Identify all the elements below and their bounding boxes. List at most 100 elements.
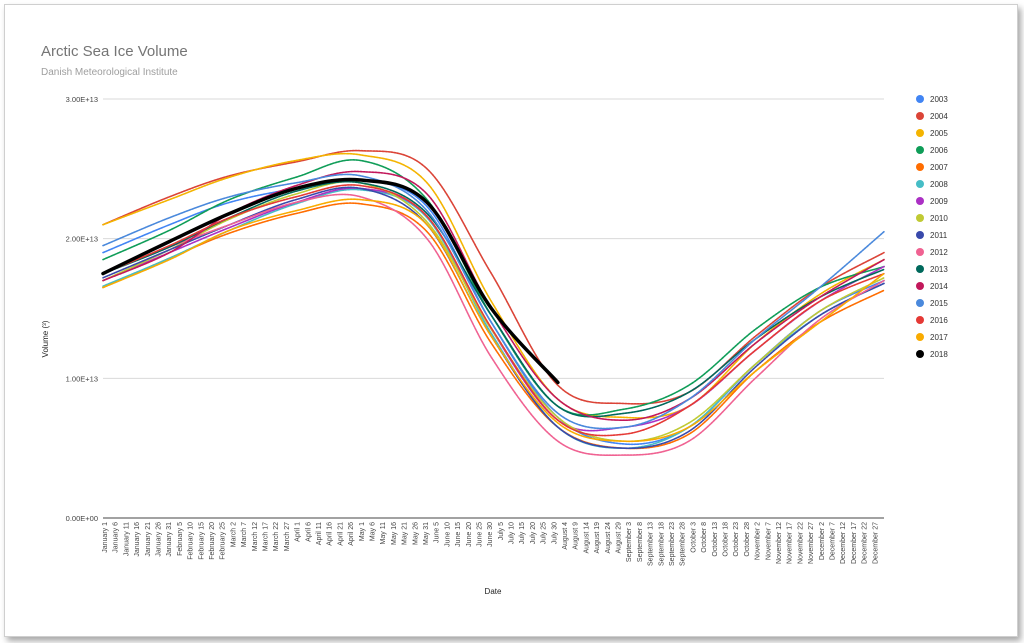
legend-label: 2017 bbox=[930, 333, 948, 342]
series-line-2018 bbox=[101, 177, 560, 385]
x-tick-label: January 16 bbox=[134, 522, 141, 557]
x-tick-label: October 8 bbox=[701, 522, 708, 553]
x-tick-label: March 22 bbox=[273, 522, 280, 551]
x-tick-label: September 18 bbox=[658, 522, 665, 566]
legend-label: 2015 bbox=[930, 299, 948, 308]
x-tick-label: August 29 bbox=[616, 522, 623, 554]
legend-marker bbox=[916, 95, 924, 103]
grid-lines bbox=[103, 98, 884, 519]
x-tick-label: December 7 bbox=[830, 522, 837, 560]
legend-marker bbox=[916, 180, 924, 188]
x-tick-label: March 17 bbox=[263, 522, 270, 551]
x-tick-label: March 27 bbox=[284, 522, 291, 551]
x-tick-label: June 15 bbox=[455, 522, 462, 547]
legend-marker bbox=[916, 146, 924, 154]
y-tick-label: 0.00E+00 bbox=[66, 514, 98, 523]
x-tick-label: December 22 bbox=[862, 522, 869, 564]
x-tick-label: January 31 bbox=[166, 522, 173, 557]
chart-frame: Arctic Sea Ice Volume Danish Meteorologi… bbox=[4, 4, 1018, 637]
x-tick-label: May 1 bbox=[359, 522, 366, 541]
x-tick-label: June 20 bbox=[466, 522, 473, 547]
series-line-2015 bbox=[102, 173, 885, 430]
x-tick-label: December 17 bbox=[851, 522, 858, 564]
legend-marker bbox=[916, 231, 924, 239]
x-tick-label: December 27 bbox=[872, 522, 879, 564]
y-axis-label: Volume (³) bbox=[41, 320, 50, 357]
legend-marker bbox=[916, 248, 924, 256]
x-tick-label: July 30 bbox=[551, 522, 558, 544]
legend-marker bbox=[916, 299, 924, 307]
x-tick-label: February 5 bbox=[177, 522, 184, 556]
x-tick-label: February 15 bbox=[198, 522, 205, 560]
legend: 2003 2004 2005 2006 2007 2008 2009 2010 2011 2012… bbox=[916, 95, 948, 359]
x-tick-label: September 23 bbox=[669, 522, 676, 566]
legend-label: 2014 bbox=[930, 282, 948, 291]
x-tick-label: December 12 bbox=[840, 522, 847, 564]
legend-marker bbox=[916, 163, 924, 171]
x-tick-label: January 21 bbox=[145, 522, 152, 557]
x-tick-label: June 30 bbox=[487, 522, 494, 547]
legend-marker bbox=[916, 265, 924, 273]
legend-label: 2008 bbox=[930, 180, 948, 189]
legend-marker bbox=[916, 129, 924, 137]
legend-label: 2004 bbox=[930, 112, 948, 121]
legend-label: 2009 bbox=[930, 197, 948, 206]
x-tick-label: March 12 bbox=[252, 522, 259, 551]
x-tick-label: July 15 bbox=[519, 522, 526, 544]
legend-label: 2003 bbox=[930, 95, 948, 104]
x-tick-label: April 6 bbox=[305, 522, 312, 542]
x-tick-label: November 12 bbox=[776, 522, 783, 564]
legend-label: 2005 bbox=[930, 129, 948, 138]
series-line-2004 bbox=[102, 149, 885, 405]
x-tick-label: October 28 bbox=[744, 522, 751, 557]
series-lines bbox=[101, 149, 885, 457]
x-axis-label: Date bbox=[485, 587, 502, 596]
x-tick-label: January 1 bbox=[102, 522, 109, 553]
y-tick-label: 1.00E+13 bbox=[66, 374, 98, 383]
x-tick-label: November 22 bbox=[797, 522, 804, 564]
x-tick-label: October 18 bbox=[723, 522, 730, 557]
x-tick-label: March 7 bbox=[241, 522, 248, 547]
x-tick-label: May 26 bbox=[412, 522, 419, 545]
x-tick-label: September 8 bbox=[637, 522, 644, 562]
x-tick-label: August 24 bbox=[605, 522, 612, 554]
x-tick-label: May 6 bbox=[370, 522, 377, 541]
x-tick-label: June 10 bbox=[444, 522, 451, 547]
y-tick-labels: 0.00E+00 1.00E+13 2.00E+13 3.00E+13 bbox=[66, 95, 98, 523]
x-tick-label: November 2 bbox=[755, 522, 762, 560]
legend-marker bbox=[916, 316, 924, 324]
x-tick-label: November 27 bbox=[808, 522, 815, 564]
x-tick-label: January 6 bbox=[113, 522, 120, 553]
x-tick-label: October 3 bbox=[690, 522, 697, 553]
series-line-2014 bbox=[102, 170, 885, 422]
legend-marker bbox=[916, 197, 924, 205]
x-tick-label: December 2 bbox=[819, 522, 826, 560]
x-tick-label: April 26 bbox=[348, 522, 355, 546]
series-line-2006 bbox=[102, 159, 885, 416]
x-tick-label: April 11 bbox=[316, 522, 323, 545]
x-tick-label: June 5 bbox=[434, 522, 441, 543]
legend-label: 2006 bbox=[930, 146, 948, 155]
series-line-2016 bbox=[102, 184, 885, 437]
x-tick-label: July 25 bbox=[541, 522, 548, 544]
y-tick-label: 2.00E+13 bbox=[66, 235, 98, 244]
legend-label: 2016 bbox=[930, 316, 948, 325]
x-tick-label: August 14 bbox=[583, 522, 590, 554]
x-tick-label: January 26 bbox=[156, 522, 163, 557]
legend-label: 2007 bbox=[930, 163, 948, 172]
x-tick-label: July 10 bbox=[509, 522, 516, 544]
legend-label: 2018 bbox=[930, 350, 948, 359]
x-tick-label: January 11 bbox=[123, 522, 130, 556]
chart-title: Arctic Sea Ice Volume bbox=[41, 43, 188, 60]
x-tick-label: February 25 bbox=[220, 522, 227, 560]
x-tick-label: November 7 bbox=[765, 522, 772, 560]
x-tick-label: August 9 bbox=[573, 522, 580, 550]
legend-marker bbox=[916, 112, 924, 120]
x-tick-label: May 21 bbox=[402, 522, 409, 545]
legend-label: 2012 bbox=[930, 248, 948, 257]
legend-marker bbox=[916, 214, 924, 222]
x-tick-label: April 21 bbox=[337, 522, 344, 546]
x-tick-label: February 20 bbox=[209, 522, 216, 560]
series-line-2010 bbox=[102, 180, 885, 443]
